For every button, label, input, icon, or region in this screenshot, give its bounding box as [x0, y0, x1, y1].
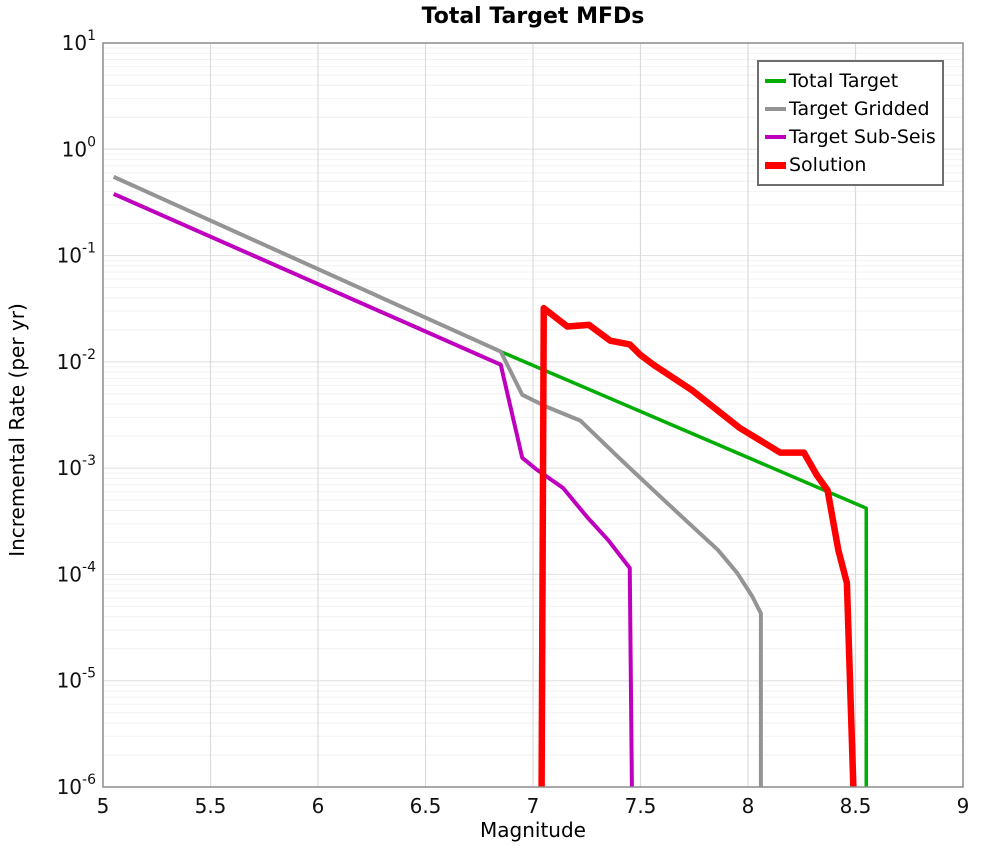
series-line-solution: [538, 304, 857, 787]
y-tick-label-1e0: 100: [62, 134, 96, 161]
chart-title: Total Target MFDs: [421, 4, 645, 29]
x-tick-label-7.5: 7.5: [625, 794, 657, 818]
x-tick-label-8: 8: [742, 794, 755, 818]
legend-swatch-target-gridded: [765, 107, 786, 111]
y-tick-label-1e-4: 10-4: [57, 559, 97, 586]
legend-item-total-target: Total Target: [765, 67, 936, 95]
y-tick-label-1e1: 101: [62, 28, 96, 55]
x-tick-label-5.5: 5.5: [195, 794, 227, 818]
series-group: [112, 175, 868, 787]
x-tick-label-7: 7: [527, 794, 540, 818]
series-line-target-gridded: [112, 175, 763, 787]
y-tick-label-1e-6: 10-6: [57, 772, 97, 799]
y-tick-label-1e-2: 10-2: [57, 347, 96, 374]
x-axis-label: Magnitude: [480, 818, 586, 842]
legend-label-solution: Solution: [789, 154, 867, 176]
legend: Total Target Target Gridded Target Sub-S…: [757, 60, 944, 186]
y-axis-label: Incremental Rate (per yr): [5, 303, 29, 557]
legend-label-target-sub-seis: Target Sub-Seis: [789, 126, 936, 148]
legend-label-total-target: Total Target: [789, 70, 899, 92]
x-tick-label-5: 5: [97, 794, 110, 818]
y-tick-label-1e-5: 10-5: [57, 666, 96, 693]
legend-item-solution: Solution: [765, 151, 936, 179]
legend-swatch-target-sub-seis: [765, 135, 786, 139]
y-tick-label-1e-3: 10-3: [57, 453, 96, 480]
y-tick-label-1e-1: 10-1: [57, 241, 96, 268]
legend-item-target-sub-seis: Target Sub-Seis: [765, 123, 936, 151]
x-tick-label-6: 6: [312, 794, 325, 818]
plot-frame: [102, 42, 964, 788]
legend-item-target-gridded: Target Gridded: [765, 95, 936, 123]
x-tick-label-8.5: 8.5: [840, 794, 872, 818]
legend-label-target-gridded: Target Gridded: [789, 98, 930, 120]
x-tick-label-6.5: 6.5: [410, 794, 442, 818]
series-line-total-target: [113, 175, 868, 787]
series-line-target-sub-seis: [112, 192, 634, 787]
x-tick-label-9: 9: [957, 794, 970, 818]
legend-swatch-total-target: [765, 79, 786, 83]
legend-swatch-solution: [765, 161, 786, 169]
